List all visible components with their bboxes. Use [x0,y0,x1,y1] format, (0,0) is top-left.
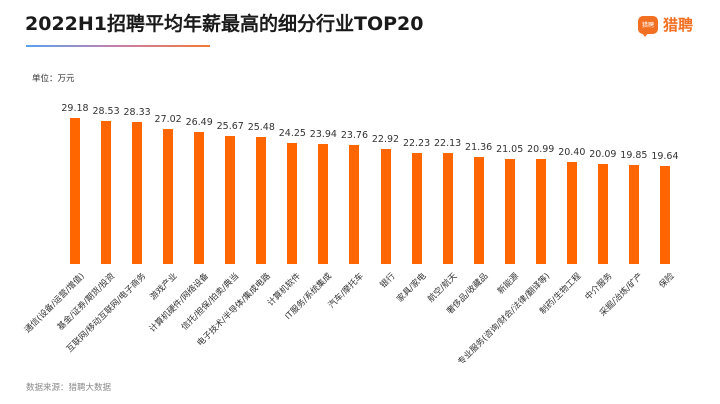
bar [318,144,329,264]
unit-label: 单位：万元 [32,74,75,84]
bar [194,131,205,264]
bar-value-label: 25.67 [216,120,244,132]
bar [442,153,453,264]
bar [628,164,639,264]
bar [349,145,360,264]
bar-value-label: 19.85 [620,149,648,161]
bar [70,118,80,264]
bar [504,158,515,264]
bar-value-label: 21.05 [496,143,524,155]
bar-value-label: 24.25 [278,127,306,139]
bar-value-label: 22.23 [402,137,431,149]
bar-value-label: 20.99 [527,144,555,156]
bar-value-label: 21.36 [465,142,493,154]
logo-text: 猎聘 [663,16,694,34]
bar-value-label: 19.64 [651,150,679,162]
bar-value-label: 22.92 [371,134,400,146]
bar-value-label: 23.76 [340,130,369,142]
bar [411,152,422,264]
bar [535,159,546,264]
speech-bubble-logo-icon: 猎聘 [638,15,658,37]
category-label: 新能源 [495,271,521,297]
bar-value-label: 28.33 [123,107,151,119]
bar-value-label: 23.94 [309,129,337,141]
category-label: 家具/家电 [394,271,428,305]
bar-value-label: 29.18 [61,103,89,115]
bar [163,128,174,264]
liepin-logo: 猎聘 猎聘 [638,14,694,37]
bar [473,157,484,264]
category-label: 保险 [657,271,677,291]
bar-value-label: 20.09 [589,148,617,160]
bar [256,136,267,264]
bar [566,162,577,264]
bar-value-label: 22.13 [433,138,462,150]
bar [380,149,391,264]
bar [225,135,236,264]
title-underline [26,45,210,47]
bar [132,122,143,264]
bar [597,163,608,264]
bar-value-label: 28.53 [92,106,120,118]
bar-value-label: 26.49 [185,116,213,128]
category-label: 银行 [377,271,398,291]
bar-value-label: 20.40 [558,147,586,158]
bar [659,165,670,264]
bar [101,121,112,264]
chart-title: 2022H1招聘平均年薪最高的细分行业TOP20 [25,13,424,35]
bar-value-label: 25.48 [247,121,275,133]
bar [287,142,298,264]
bar-value-label: 27.02 [154,113,182,125]
data-source: 数据来源：猎聘大数据 [26,383,112,393]
